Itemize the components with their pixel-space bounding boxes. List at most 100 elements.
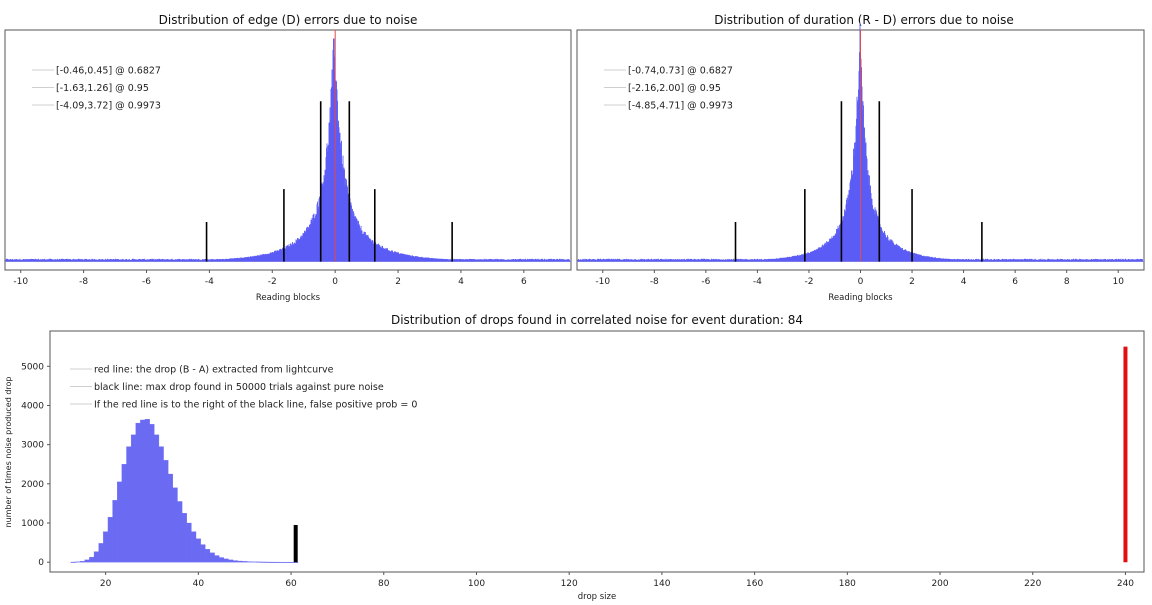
x-tick-label: 4 <box>961 277 967 287</box>
histogram-bar <box>265 561 271 563</box>
histogram-bar <box>121 464 127 563</box>
x-tick-label: -2 <box>804 277 813 287</box>
x-tick-label: -2 <box>268 277 277 287</box>
histogram-bar <box>117 481 123 563</box>
histogram-bar <box>130 434 136 563</box>
histogram-bar <box>246 561 252 563</box>
legend-entry: [-4.09,3.72] @ 0.9973 <box>56 101 161 112</box>
x-tick-label: 6 <box>1012 277 1018 287</box>
histogram-bar <box>89 556 95 563</box>
x-tick-label: 80 <box>378 579 390 589</box>
histogram-bar <box>79 561 85 563</box>
histogram-bar <box>256 561 262 563</box>
x-axis: 20 40 60 80 100 120 140 160 180 200 220 240 <box>100 572 1134 589</box>
x-axis-label: Reading blocks <box>256 293 321 303</box>
histogram-bar <box>186 522 192 563</box>
plot-frame <box>49 330 1145 573</box>
x-tick-label: -8 <box>79 277 88 287</box>
x-tick-label: 160 <box>746 579 763 589</box>
histogram-bar <box>158 446 164 563</box>
histogram-bar <box>205 549 211 563</box>
histogram-bar <box>228 559 234 563</box>
chart-title: Distribution of drops found in correlate… <box>391 313 803 327</box>
histogram-bar <box>283 561 289 563</box>
x-tick-label: 6 <box>521 277 527 287</box>
histogram-bar <box>260 561 266 563</box>
histogram-bar <box>223 558 229 563</box>
y-tick-label: 4000 <box>21 401 44 411</box>
histogram-bar <box>251 561 257 563</box>
histogram-bar <box>214 555 220 563</box>
x-tick-label: 2 <box>395 277 401 287</box>
x-axis-label: drop size <box>578 592 616 601</box>
histogram-bar <box>149 424 155 563</box>
histogram-bar <box>270 561 275 563</box>
histogram-bar <box>70 561 76 563</box>
histogram-bar <box>126 446 132 563</box>
x-tick-label: 40 <box>193 579 205 589</box>
legend-entry: If the red line is to the right of the b… <box>94 400 417 411</box>
legend: [-0.74,0.73] @ 0.6827 [-2.16,2.00] @ 0.95… <box>604 66 733 112</box>
x-tick-label: 200 <box>931 579 948 589</box>
x-tick-label: -10 <box>13 277 28 287</box>
x-tick-label: -6 <box>701 277 710 287</box>
histogram-series <box>577 22 1143 262</box>
x-tick-label: -4 <box>753 277 762 287</box>
histogram-bar <box>242 561 248 563</box>
plot-frame <box>4 29 572 271</box>
legend-entry: [-0.74,0.73] @ 0.6827 <box>628 66 733 77</box>
histogram-bar <box>154 434 160 563</box>
histogram-bar <box>172 487 178 563</box>
histogram-bar <box>168 473 173 563</box>
x-tick-label: -6 <box>142 277 151 287</box>
x-axis: -10 -8 -6 -4 -2 0 2 4 6 8 10 <box>595 270 1124 287</box>
histogram-bar <box>237 560 243 563</box>
x-tick-label: 10 <box>1113 277 1125 287</box>
y-tick-label: 0 <box>38 558 44 568</box>
histogram-series <box>70 419 299 563</box>
x-tick-label: 2 <box>909 277 915 287</box>
histogram-bar <box>93 551 99 563</box>
x-tick-label: 60 <box>285 579 297 589</box>
histogram-bar <box>195 538 201 563</box>
histogram-bar <box>144 419 150 563</box>
histogram-bars <box>5 38 570 262</box>
panel-drop-distribution: Distribution of drops found in correlate… <box>4 313 1145 602</box>
legend-entry: red line: the drop (B - A) extracted fro… <box>94 365 334 376</box>
x-tick-label: 240 <box>1117 579 1134 589</box>
histogram-bar <box>293 562 299 563</box>
y-tick-label: 3000 <box>21 441 44 451</box>
legend-entry: [-4.85,4.71] @ 0.9973 <box>628 101 733 112</box>
x-tick-label: 120 <box>561 579 578 589</box>
x-tick-label: 180 <box>839 579 856 589</box>
histogram-bar <box>200 544 206 563</box>
histogram-bar <box>84 559 90 563</box>
histogram-bar <box>232 560 238 563</box>
x-axis: -10 -8 -6 -4 -2 0 2 4 6 <box>13 270 527 287</box>
panel-edge-errors: Distribution of edge (D) errors due to n… <box>4 13 572 303</box>
y-tick-label: 5000 <box>21 362 44 372</box>
legend: red line: the drop (B - A) extracted fro… <box>70 365 417 411</box>
x-tick-label: 100 <box>468 579 485 589</box>
histogram-bar <box>103 531 109 563</box>
legend: [-0.46,0.45] @ 0.6827 [-1.63,1.26] @ 0.95… <box>32 66 161 112</box>
histogram-bar <box>274 561 280 563</box>
histogram-bar <box>98 543 104 563</box>
x-axis-label: Reading blocks <box>828 293 893 303</box>
histogram-bar <box>191 531 197 563</box>
y-tick-label: 1000 <box>21 519 44 529</box>
legend-entry: [-1.63,1.26] @ 0.95 <box>56 83 149 94</box>
histogram-bar <box>75 561 81 563</box>
histogram-bar <box>288 562 294 563</box>
y-axis: 0 1000 2000 3000 4000 5000 <box>21 362 50 568</box>
histogram-series <box>5 38 570 262</box>
legend-entry: black line: max drop found in 50000 tria… <box>94 382 384 393</box>
x-tick-label: 220 <box>1024 579 1041 589</box>
x-tick-label: 0 <box>332 277 338 287</box>
x-tick-label: 20 <box>100 579 112 589</box>
legend-entry: [-2.16,2.00] @ 0.95 <box>628 83 721 94</box>
y-axis-label: number of times noise produced drop <box>4 377 13 528</box>
x-tick-label: 0 <box>858 277 864 287</box>
